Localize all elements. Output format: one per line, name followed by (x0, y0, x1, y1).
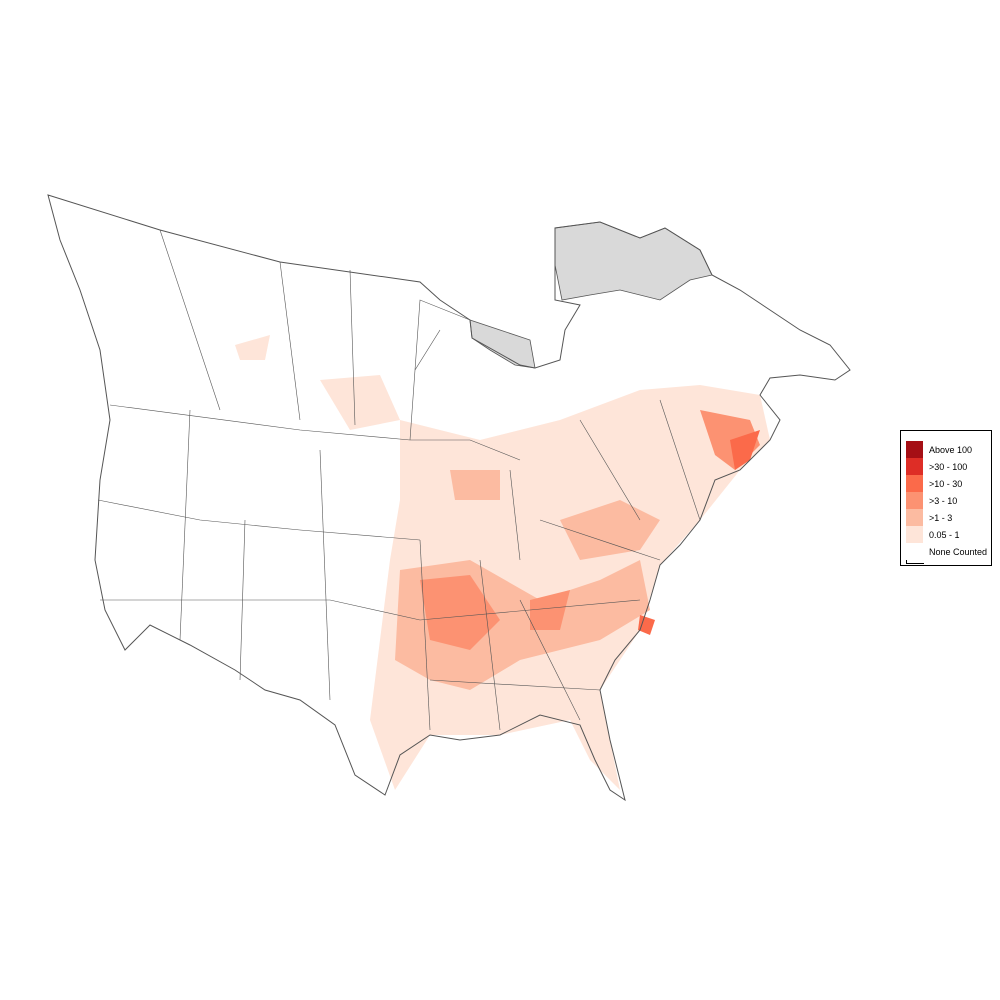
no-data-region-quebec (554, 221, 713, 301)
legend-item: >1 - 3 (906, 509, 952, 526)
no-data-region-ontario (469, 319, 536, 369)
legend-swatch (906, 441, 923, 458)
legend-swatch (906, 509, 923, 526)
abundance-area (320, 375, 400, 430)
legend-label: None Counted (929, 546, 988, 557)
legend-swatch (906, 458, 923, 475)
abundance-area (730, 430, 760, 470)
abundance-area (235, 335, 270, 360)
abundance-area (560, 500, 660, 560)
boundary-lines (97, 229, 701, 731)
legend-label: Above 100 (929, 444, 973, 455)
legend-label: >30 - 100 (929, 461, 968, 472)
legend-label: >10 - 30 (929, 478, 963, 489)
legend-swatch (906, 543, 923, 560)
legend-item: >30 - 100 (906, 458, 967, 475)
legend-swatch (906, 492, 923, 509)
legend-item: Above 100 (906, 441, 972, 458)
legend-item: >10 - 30 (906, 475, 962, 492)
legend-item: >3 - 10 (906, 492, 957, 509)
legend-axis-bottom (906, 563, 924, 564)
abundance-area (450, 470, 500, 500)
legend-swatch (906, 526, 923, 543)
legend-item: 0.05 - 1 (906, 526, 960, 543)
abundance-area (638, 615, 655, 635)
abundance-area (420, 575, 500, 650)
legend-item: None Counted (906, 543, 987, 560)
legend: Above 100 >30 - 100 >10 - 30 >3 - 10 >1 - 3 0… (900, 430, 992, 566)
abundance-area (530, 590, 570, 630)
legend-label: 0.05 - 1 (929, 529, 960, 540)
abundance-patches (235, 335, 770, 790)
legend-swatch (906, 475, 923, 492)
legend-label: >3 - 10 (929, 495, 958, 506)
legend-label: >1 - 3 (929, 512, 953, 523)
